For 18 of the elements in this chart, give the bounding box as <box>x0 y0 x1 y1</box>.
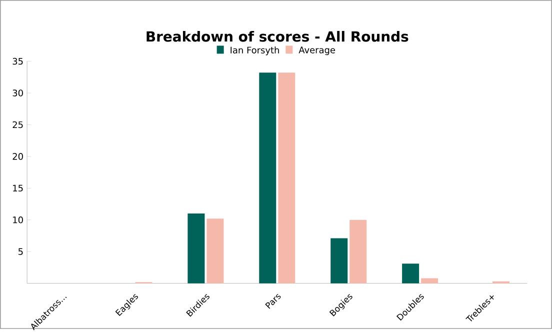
y-tick-label: 25 <box>12 121 23 128</box>
bar <box>350 220 367 284</box>
legend-label: Ian Forsyth <box>230 46 279 56</box>
chart-title: Breakdown of scores - All Rounds <box>146 30 408 42</box>
bar <box>188 213 205 284</box>
bar <box>330 238 348 284</box>
legend-label: Average <box>298 46 336 55</box>
y-tick-label: 10 <box>13 216 23 224</box>
y-tick-label: 35 <box>12 58 23 65</box>
bar <box>259 72 276 284</box>
bar <box>278 72 296 284</box>
y-tick-label: 30 <box>12 89 23 96</box>
y-tick-label: 5 <box>18 248 23 255</box>
bar <box>421 278 438 284</box>
bar <box>206 218 224 284</box>
y-tick-label: 15 <box>13 184 23 192</box>
bar <box>402 264 420 284</box>
y-tick-label: 20 <box>12 152 23 160</box>
